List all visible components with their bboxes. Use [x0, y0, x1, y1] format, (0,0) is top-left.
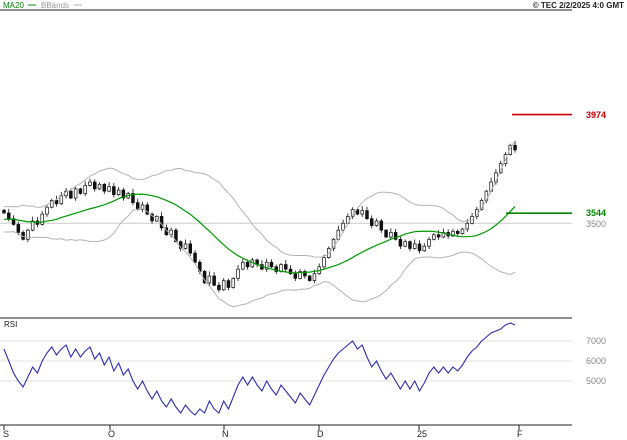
- x-axis-label-oct: O: [108, 429, 115, 439]
- rsi-axis-label-70: 7000: [586, 336, 606, 346]
- copyright-label: © TEC 2/2/2025 4:0 GMT: [533, 1, 624, 10]
- ma20-legend-label: MA20: [3, 1, 24, 10]
- x-axis-label-jan25: 25: [417, 429, 427, 439]
- rsi-panel-label: RSI: [4, 320, 17, 329]
- resistance-level-label: 3974: [586, 110, 606, 120]
- x-axis-label-feb: F: [517, 429, 523, 439]
- bbands-legend-label: BBands: [41, 1, 69, 10]
- x-axis-label-nov: N: [222, 429, 229, 439]
- support-level-label: 3544: [586, 208, 606, 218]
- rsi-axis-label-50: 5000: [586, 376, 606, 386]
- price-axis-label-3500: 3500: [586, 219, 606, 229]
- rsi-axis-label-60: 6000: [586, 356, 606, 366]
- plot-layers: [0, 9, 572, 430]
- x-axis-label-dec: D: [317, 429, 324, 439]
- x-axis-label-sep: S: [3, 429, 9, 439]
